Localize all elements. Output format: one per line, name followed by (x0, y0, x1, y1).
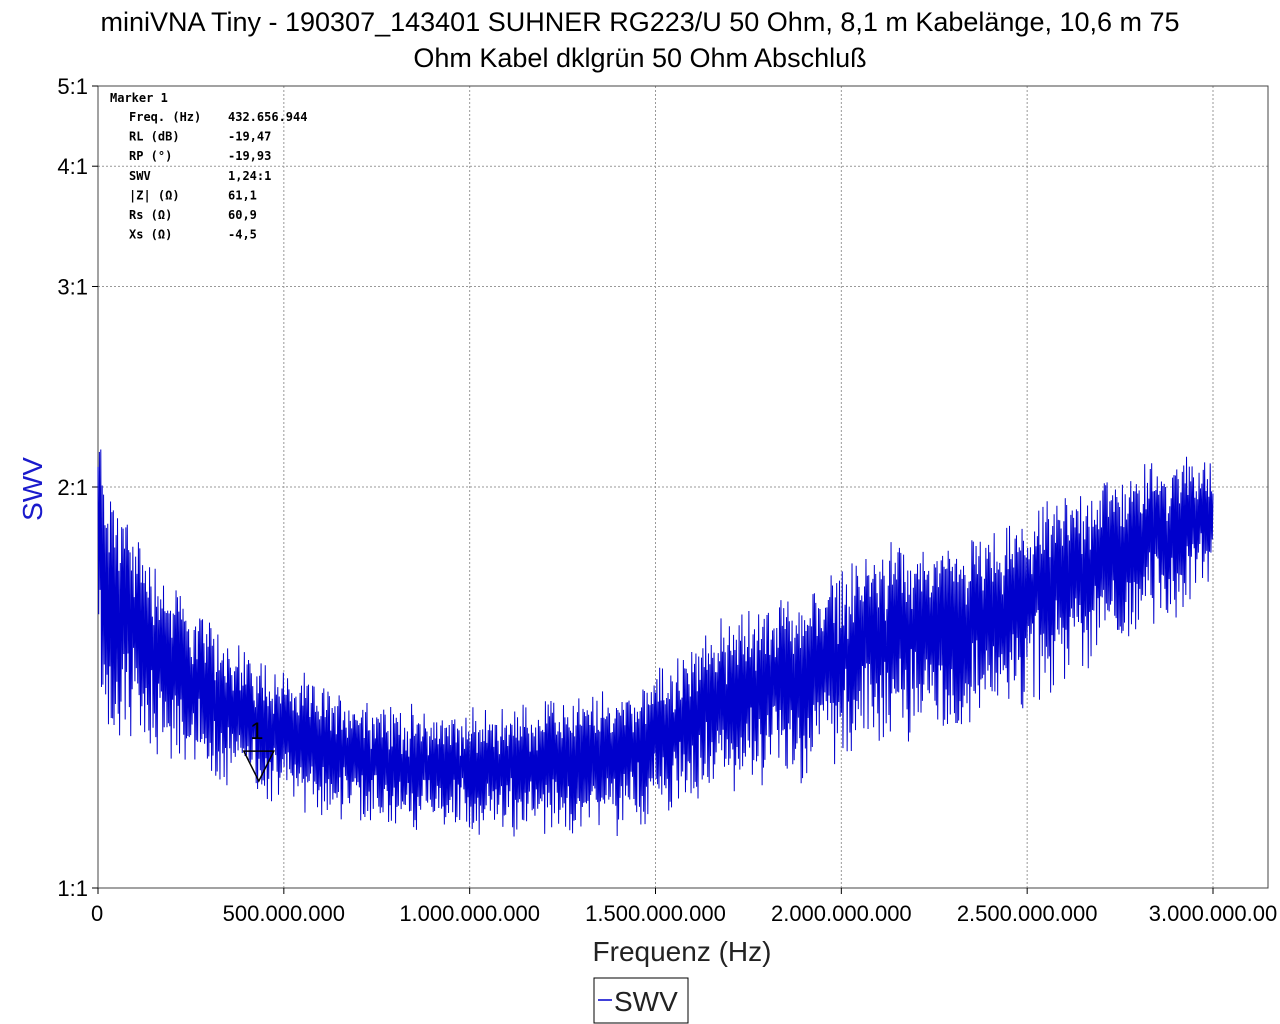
marker-readout-name: SWV (129, 169, 151, 183)
marker-readout-value: 432.656.944 (228, 110, 307, 124)
x-tick-label: 2.500.000.000 (957, 901, 1098, 926)
y-tick-labels: 1:1 2:1 3:1 4:1 5:1 (57, 74, 88, 901)
x-tick-label: 0 (91, 901, 103, 926)
x-tick-label: 500.000.000 (223, 901, 345, 926)
x-tick-labels: 0 500.000.000 1.000.000.000 1.500.000.000 2.… (91, 901, 1277, 926)
series-swv-line (97, 449, 1214, 837)
legend: SWV (593, 977, 689, 1024)
marker-readout-name: Rs (Ω) (129, 208, 172, 222)
marker-readout-name: |Z| (Ω) (129, 188, 180, 202)
marker-readout-value: -19,47 (228, 130, 271, 144)
marker-readout-name: RP (°) (129, 149, 172, 163)
marker-layer: 1 (242, 718, 276, 783)
marker-readout-value: -4,5 (228, 228, 257, 242)
y-tick-label: 4:1 (57, 154, 88, 179)
y-tick-label: 1:1 (57, 876, 88, 901)
x-tick-label: 2.000.000.000 (771, 901, 912, 926)
y-tick-label: 2:1 (57, 475, 88, 500)
chart-grid (98, 85, 1268, 888)
marker-readout-title: Marker 1 (110, 91, 168, 105)
marker-1-triangle[interactable] (242, 750, 276, 783)
x-axis-label: Frequenz (Hz) (593, 936, 772, 967)
marker-readout-value: -19,93 (228, 149, 271, 163)
marker-readout-value: 1,24:1 (228, 169, 271, 183)
x-tick-label: 3.000.000.00 (1149, 901, 1277, 926)
marker-readout: Marker 1 Freq. (Hz) 432.656.944 RL (dB) -19,… (110, 91, 307, 242)
chart-title-line-1: miniVNA Tiny - 190307_143401 SUHNER RG22… (100, 7, 1180, 37)
marker-readout-value: 61,1 (228, 188, 257, 202)
y-axis-label: SWV (17, 457, 48, 521)
marker-1-number: 1 (250, 718, 263, 745)
legend-entry-swv: SWV (614, 986, 678, 1017)
series-layer (97, 449, 1214, 837)
y-tick-label: 3:1 (57, 275, 88, 300)
chart-title-line-2: Ohm Kabel dklgrün 50 Ohm Abschluß (413, 43, 867, 73)
x-tick-label: 1.000.000.000 (399, 901, 540, 926)
marker-readout-name: Xs (Ω) (129, 228, 172, 242)
marker-readout-name: Freq. (Hz) (129, 110, 201, 124)
x-tick-label: 1.500.000.000 (585, 901, 726, 926)
marker-readout-value: 60,9 (228, 208, 257, 222)
marker-readout-name: RL (dB) (129, 130, 180, 144)
y-tick-label: 5:1 (57, 74, 88, 99)
